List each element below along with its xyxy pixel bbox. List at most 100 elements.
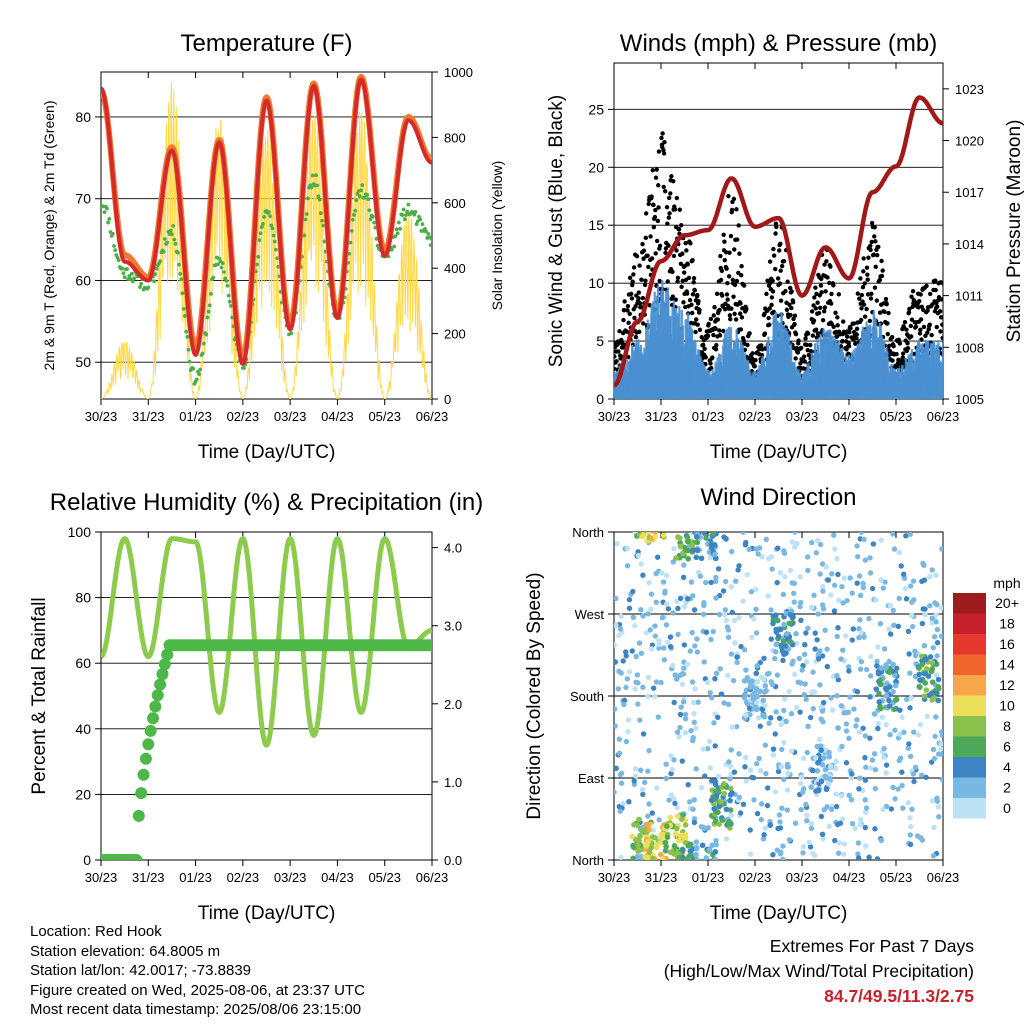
direction-point (886, 669, 893, 676)
direction-point (674, 804, 680, 811)
y-tick-label: 5 (596, 333, 604, 349)
gust-point (865, 292, 871, 297)
gust-point (771, 246, 776, 252)
direction-point (654, 785, 660, 791)
gust-point (693, 329, 698, 335)
direction-point (691, 816, 698, 822)
gust-point (940, 281, 943, 286)
direction-point (854, 553, 861, 560)
direction-point (727, 797, 733, 804)
direction-point (685, 843, 692, 849)
chart-title: Temperature (F) (180, 30, 352, 57)
gust-point (853, 341, 858, 346)
dewpoint-point (316, 194, 321, 199)
direction-point (626, 669, 633, 675)
x-tick-label: 31/23 (645, 870, 678, 885)
direction-point (717, 666, 723, 672)
direction-point (725, 672, 731, 679)
gust-point (894, 351, 899, 357)
direction-point (861, 634, 867, 640)
direction-point (894, 665, 900, 672)
gust-point (666, 215, 672, 220)
gust-point (720, 293, 725, 298)
precip-point (142, 738, 155, 751)
direction-point (750, 775, 757, 781)
dewpoint-point (412, 212, 417, 217)
gust-point (669, 174, 674, 179)
direction-point (646, 801, 652, 807)
gust-point (681, 300, 686, 305)
direction-point (839, 743, 845, 750)
direction-point (813, 550, 820, 556)
gust-point (666, 243, 671, 248)
direction-point (778, 849, 784, 855)
extremes-title: Extremes For Past 7 Days (769, 936, 974, 956)
direction-point (911, 729, 917, 735)
direction-point (804, 817, 810, 824)
direction-point (905, 745, 912, 751)
dewpoint-point (372, 220, 376, 225)
direction-point (712, 578, 719, 585)
direction-point (668, 753, 674, 759)
gust-point (904, 327, 909, 332)
direction-point (849, 821, 856, 827)
gust-point (861, 269, 866, 274)
direction-point (854, 689, 861, 695)
direction-point (877, 621, 884, 627)
direction-point (640, 731, 647, 737)
dewpoint-point (158, 259, 163, 264)
direction-point (927, 654, 934, 660)
direction-point (900, 805, 906, 811)
gust-point (620, 345, 625, 350)
direction-point (755, 715, 762, 721)
direction-point (862, 557, 869, 563)
x-tick-label: 06/23 (416, 870, 449, 885)
direction-point (684, 855, 691, 860)
gust-point (683, 241, 688, 246)
gust-point (730, 277, 736, 283)
direction-point (815, 656, 822, 662)
gust-point (677, 207, 682, 212)
x-tick-label: 30/23 (85, 409, 118, 424)
dewpoint-point (128, 277, 133, 281)
gust-point (725, 280, 730, 286)
direction-point (639, 533, 646, 540)
direction-point (892, 796, 898, 802)
direction-point (867, 555, 873, 561)
direction-point (652, 532, 658, 535)
gust-point (789, 305, 794, 311)
direction-point (716, 821, 722, 827)
dewpoint-point (353, 208, 358, 213)
gust-point (744, 306, 749, 311)
direction-point (840, 816, 846, 822)
gust-point (649, 256, 655, 261)
legend-label: 20+ (995, 595, 1019, 611)
direction-point (732, 640, 738, 646)
direction-point (784, 770, 791, 776)
direction-point (886, 697, 892, 704)
direction-point (674, 676, 680, 682)
direction-point (685, 538, 692, 545)
gust-point (769, 295, 775, 300)
gust-point (668, 191, 673, 196)
gust-point (702, 346, 707, 351)
direction-point (773, 709, 779, 715)
direction-point (812, 630, 818, 636)
gust-point (822, 262, 827, 267)
y-right-tick-label: 2.0 (444, 697, 462, 712)
x-tick-label: 01/23 (179, 409, 212, 424)
y-tick-label: 80 (75, 109, 91, 125)
gust-point (829, 291, 834, 297)
direction-point (822, 766, 829, 773)
gust-point (793, 331, 799, 337)
direction-point (863, 764, 869, 770)
direction-point (760, 697, 767, 704)
direction-point (700, 611, 707, 618)
direction-point (633, 773, 639, 779)
direction-point (900, 571, 907, 577)
gust-point (796, 338, 801, 343)
gust-point (721, 232, 726, 238)
direction-point (797, 709, 803, 715)
direction-point (734, 723, 740, 730)
direction-point (723, 836, 730, 842)
